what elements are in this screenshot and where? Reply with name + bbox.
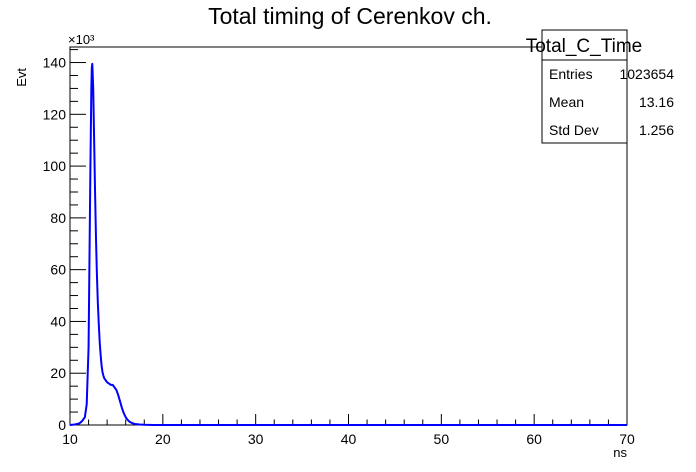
y-tick-label: 120 [43,106,67,122]
y-multiplier-label: ×10³ [68,32,95,47]
stats-mean-value: 13.16 [639,94,674,110]
x-tick-label: 40 [341,431,357,447]
x-tick-label: 50 [434,431,450,447]
stats-box-title: Total_C_Time [526,36,643,57]
stats-mean-label: Mean [549,94,584,110]
x-axis-ticks: 10 20 30 40 50 60 70 [62,414,635,447]
x-tick-label: 20 [155,431,171,447]
y-tick-label: 0 [58,417,66,433]
y-tick-label: 60 [50,262,66,278]
y-tick-label: 20 [50,365,66,381]
y-axis-ticks: 0 20 40 60 80 100 120 140 [43,49,86,433]
y-tick-label: 140 [43,55,67,71]
series-group [69,62,627,426]
x-axis-title: ns [613,445,627,460]
x-tick-label: 10 [62,431,78,447]
chart-title: Total timing of Cerenkov ch. [208,3,492,29]
stats-stddev-value: 1.256 [639,122,674,138]
y-tick-label: 40 [50,313,66,329]
stats-entries-label: Entries [549,66,593,82]
stats-box: Total_C_Time Entries 1023654 Mean 13.16 … [526,29,674,144]
stats-entries-value: 1023654 [619,66,674,82]
x-tick-label: 70 [619,431,635,447]
x-tick-label: 30 [248,431,264,447]
y-tick-label: 80 [50,210,66,226]
x-tick-label: 60 [526,431,542,447]
series-line [69,62,627,426]
stats-box-frame [541,29,628,144]
stats-stddev-label: Std Dev [549,122,599,138]
y-axis-title: Evt [14,68,29,87]
y-tick-label: 100 [43,158,67,174]
